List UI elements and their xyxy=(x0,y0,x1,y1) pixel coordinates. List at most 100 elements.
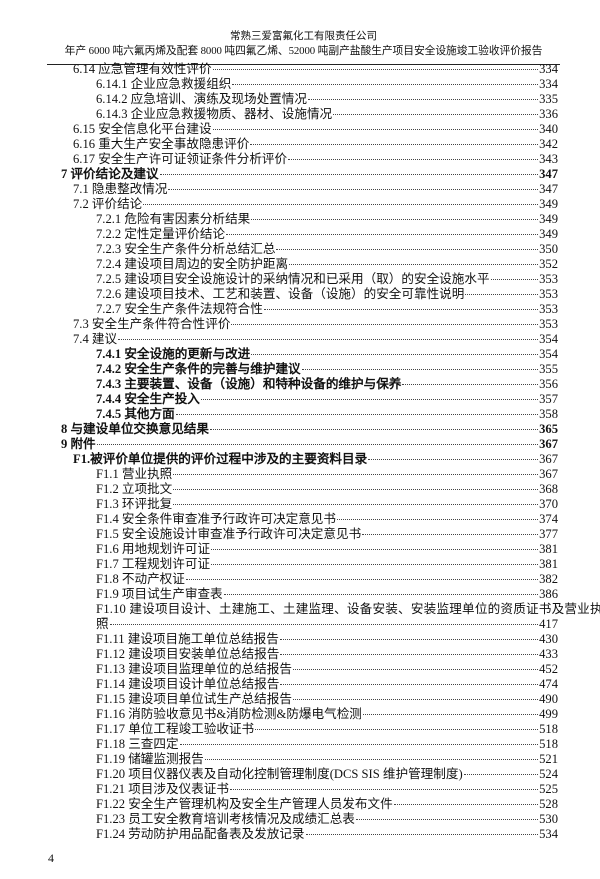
toc-entry-title: F1.23 员工安全教育培训考核情况及成绩汇总表 xyxy=(96,812,355,826)
dot-leader xyxy=(173,504,539,505)
dot-leader xyxy=(463,774,539,775)
toc-entry[interactable]: 6.14.1 企业应急救援组织 334 xyxy=(0,77,600,92)
dot-leader xyxy=(280,684,539,685)
dot-leader xyxy=(255,729,539,730)
toc-entry[interactable]: 6.15 安全信息化平台建设 340 xyxy=(0,122,600,137)
dot-leader xyxy=(209,429,539,430)
dot-leader xyxy=(200,399,539,400)
toc-entry[interactable]: F1.4 安全条件审查准予行政许可决定意见书 374 xyxy=(0,512,600,527)
toc-entry[interactable]: F1.12 建设项目安装单位总结报告 433 xyxy=(0,647,600,662)
toc-entry[interactable]: F1.8 不动产权证 382 xyxy=(0,572,600,587)
toc-entry[interactable]: F1.被评价单位提供的评价过程中涉及的主要资料目录 367 xyxy=(0,452,600,467)
toc-entry[interactable]: 7.2.6 建设项目技术、工艺和装置、设备（设施）的安全可靠性说明 353 xyxy=(0,287,600,302)
toc-entry-title: F1.18 三查四定 xyxy=(96,737,179,751)
toc-entry[interactable]: 7.2.7 安全生产条件法规符合性 353 xyxy=(0,302,600,317)
toc-entry[interactable]: 7.1 隐患整改情况 347 xyxy=(0,182,600,197)
toc-entry-wrapped-line[interactable]: F1.10 建设项目设计、土建施工、土建监理、设备安装、安装监理单位的资质证书及… xyxy=(96,602,600,616)
toc-entry[interactable]: F1.23 员工安全教育培训考核情况及成绩汇总表 530 xyxy=(0,812,600,827)
toc-page-number: 368 xyxy=(539,482,558,496)
toc-entry[interactable]: 7 评价结论及建议 347 xyxy=(0,167,600,182)
toc-page-number: 377 xyxy=(539,527,558,541)
toc-entry[interactable]: 6.17 安全生产许可证领证条件分析评价 343 xyxy=(0,152,600,167)
toc-page-number: 367 xyxy=(539,467,558,481)
toc-entry[interactable]: 6.14 应急管理有效性评价 334 xyxy=(0,62,600,77)
toc-entry[interactable]: 7.4 建议 354 xyxy=(0,332,600,347)
toc-entry[interactable]: F1.19 储罐监测报告 521 xyxy=(0,752,600,767)
toc-entry-title: 7 评价结论及建议 xyxy=(61,167,159,181)
toc-entry[interactable]: 照 417 xyxy=(0,617,600,632)
toc-entry[interactable]: 6.16 重大生产安全事故隐患评价 342 xyxy=(0,137,600,152)
toc-page-number: 349 xyxy=(539,227,558,241)
toc-entry[interactable]: F1.6 用地规划许可证 381 xyxy=(0,542,600,557)
toc-entry[interactable]: 7.4.1 安全设施的更新与改进 354 xyxy=(0,347,600,362)
toc-entry[interactable]: F1.17 单位工程竣工验收证书 518 xyxy=(0,722,600,737)
toc-page-number: 353 xyxy=(539,272,558,286)
dot-leader xyxy=(168,189,539,190)
toc-entry-title: F1.15 建设项目单位试生产总结报告 xyxy=(96,692,292,706)
toc-entry[interactable]: 7.2.5 建设项目安全设施设计的采纳情况和已采用（取）的安全设施水平 353 xyxy=(0,272,600,287)
toc-entry[interactable]: 7.4.5 其他方面 358 xyxy=(0,407,600,422)
dot-leader xyxy=(173,489,539,490)
toc-entry[interactable]: F1.20 项目仪器仪表及自动化控制管理制度(DCS SIS 维护管理制度) 52… xyxy=(0,767,600,782)
toc-entry[interactable]: F1.18 三查四定 518 xyxy=(0,737,600,752)
toc-entry[interactable]: F1.22 安全生产管理机构及安全生产管理人员发布文件 528 xyxy=(0,797,600,812)
toc-entry[interactable]: 7.2 评价结论 349 xyxy=(0,197,600,212)
dot-leader xyxy=(288,159,539,160)
toc-entry[interactable]: F1.24 劳动防护用品配备表及发放记录 534 xyxy=(0,827,600,842)
dot-leader xyxy=(211,549,539,550)
toc-page-number: 452 xyxy=(539,662,558,676)
toc-entry-title: 6.14.3 企业应急救援物质、器材、设施情况 xyxy=(96,107,333,121)
toc-entry-title: 6.14.2 应急培训、演练及现场处置情况 xyxy=(96,92,307,106)
toc-page-number: 334 xyxy=(539,77,558,91)
toc-entry[interactable]: F1.3 环评批复 370 xyxy=(0,497,600,512)
toc-entry[interactable]: 7.2.1 危险有害因素分析结果 349 xyxy=(0,212,600,227)
toc-entry[interactable]: F1.13 建设项目监理单位的总结报告 452 xyxy=(0,662,600,677)
toc-entry-title: 7.4.3 主要装置、设备（设施）和特种设备的维护与保养 xyxy=(96,377,402,391)
toc-entry[interactable]: F1.21 项目涉及仪表证书 525 xyxy=(0,782,600,797)
toc-entry-title: 9 附件 xyxy=(61,437,96,451)
toc-page-number: 521 xyxy=(539,752,558,766)
dot-leader xyxy=(204,759,539,760)
toc-page-number: 336 xyxy=(539,107,558,121)
toc-entry[interactable]: 9 附件 367 xyxy=(0,437,600,452)
toc-entry-title: F1.13 建设项目监理单位的总结报告 xyxy=(96,662,292,676)
toc-entry[interactable]: F1.15 建设项目单位试生产总结报告 490 xyxy=(0,692,600,707)
dot-leader xyxy=(231,324,539,325)
toc-entry[interactable]: 7.2.2 定性定量评价结论 349 xyxy=(0,227,600,242)
toc-entry[interactable]: F1.14 建设项目设计单位总结报告 474 xyxy=(0,677,600,692)
toc-entry[interactable]: F1.5 安全设施设计审查准予行政许可决定意见书 377 xyxy=(0,527,600,542)
toc-entry[interactable]: 7.4.3 主要装置、设备（设施）和特种设备的维护与保养 356 xyxy=(0,377,600,392)
toc-entry[interactable]: F1.16 消防验收意见书&消防检测&防爆电气检测 499 xyxy=(0,707,600,722)
dot-leader xyxy=(337,519,539,520)
toc-entry-title: F1.17 单位工程竣工验收证书 xyxy=(96,722,255,736)
dot-leader xyxy=(229,789,539,790)
dot-leader xyxy=(289,264,539,265)
toc-entry[interactable]: F1.11 建设项目施工单位总结报告 430 xyxy=(0,632,600,647)
toc-page-number: 417 xyxy=(539,617,558,631)
toc-entry[interactable]: 6.14.2 应急培训、演练及现场处置情况 335 xyxy=(0,92,600,107)
dot-leader xyxy=(212,69,539,70)
toc-entry[interactable]: F1.7 工程规划许可证 381 xyxy=(0,557,600,572)
toc-entry-title: 6.14 应急管理有效性评价 xyxy=(73,62,212,76)
toc-entry-title: F1.19 储罐监测报告 xyxy=(96,752,204,766)
toc-entry[interactable]: 6.14.3 企业应急救援物质、器材、设施情况 336 xyxy=(0,107,600,122)
toc-page-number: 343 xyxy=(539,152,558,166)
toc-entry[interactable]: 7.2.3 安全生产条件分析总结汇总 350 xyxy=(0,242,600,257)
toc-entry[interactable]: 7.4.4 安全生产投入 357 xyxy=(0,392,600,407)
toc-entry[interactable]: F1.2 立项批文 368 xyxy=(0,482,600,497)
toc-entry-title: 7.2.1 危险有害因素分析结果 xyxy=(96,212,251,226)
toc-entry[interactable]: 7.3 安全生产条件符合性评价 353 xyxy=(0,317,600,332)
toc-page-number: 350 xyxy=(539,242,558,256)
toc-entry[interactable]: 7.2.4 建设项目周边的安全防护距离 352 xyxy=(0,257,600,272)
running-header: 常熟三爱富氟化工有限责任公司 年产 6000 吨六氟丙烯及配套 8000 吨四氟… xyxy=(47,30,560,58)
dot-leader xyxy=(109,624,539,625)
toc-entry[interactable]: 7.4.2 安全生产条件的完善与维护建议 355 xyxy=(0,362,600,377)
toc-entry-title: 7.2.2 定性定量评价结论 xyxy=(96,227,226,241)
report-title: 年产 6000 吨六氟丙烯及配套 8000 吨四氟乙烯、52000 吨副产盐酸生… xyxy=(64,45,543,57)
toc-entry[interactable]: 8 与建设单位交换意见结果 365 xyxy=(0,422,600,437)
toc-entry-title: 7.1 隐患整改情况 xyxy=(73,182,168,196)
toc-entry[interactable]: F1.9 项目试生产审查表 386 xyxy=(0,587,600,602)
toc-entry-title: F1.11 建设项目施工单位总结报告 xyxy=(96,632,279,646)
toc-entry-title: F1.6 用地规划许可证 xyxy=(96,542,211,556)
toc-entry[interactable]: F1.1 营业执照 367 xyxy=(0,467,600,482)
